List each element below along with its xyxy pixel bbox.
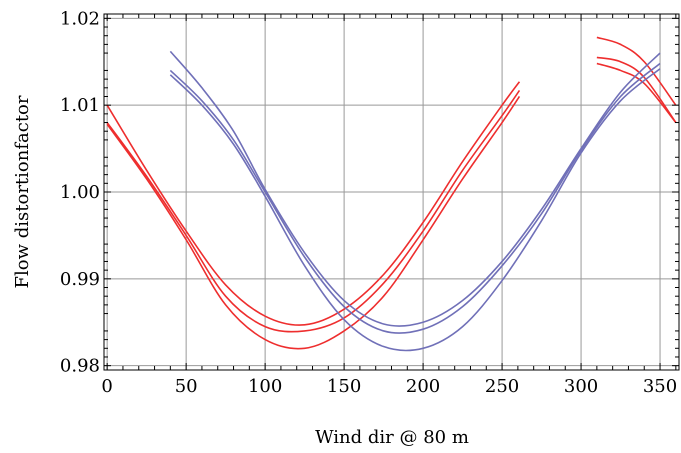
y-tick-label-1: 0.99 (60, 269, 100, 290)
y-axis-label: Flow distortionfactor (12, 95, 33, 288)
x-tick-label-2: 100 (248, 376, 282, 397)
series-red-2-segment-1 (596, 62, 677, 124)
series-layer (106, 36, 677, 352)
series-blue-5-segment-0 (169, 68, 661, 352)
x-tick-label-5: 250 (485, 376, 519, 397)
frame-layer (103, 13, 680, 371)
y-tick-label-2: 1.00 (60, 182, 100, 203)
x-axis-label: Wind dir @ 80 m (315, 427, 469, 448)
series-red-1-segment-0 (106, 89, 521, 333)
series-red-0-segment-0 (106, 81, 521, 326)
y-tick-label-4: 1.02 (60, 8, 100, 29)
series-red-1-segment-1 (596, 56, 677, 123)
tick-label-layer: 0 50 100 150 200 250 300 350 0.98 0.99 1.00 1.01 1.0… (60, 8, 677, 397)
series-red-0-segment-1 (596, 36, 677, 106)
x-tick-label-7: 350 (643, 376, 677, 397)
series-red-2-segment-0 (106, 96, 521, 350)
x-tick-label-3: 150 (327, 376, 361, 397)
series-blue-4-segment-0 (169, 62, 661, 334)
series-blue-3-segment-0 (169, 50, 661, 327)
x-tick-label-4: 200 (406, 376, 440, 397)
y-tick-label-0: 0.98 (60, 356, 100, 377)
x-tick-label-0: 0 (101, 376, 112, 397)
y-tick-label-3: 1.01 (60, 95, 100, 116)
x-tick-label-1: 50 (175, 376, 198, 397)
x-tick-label-6: 300 (564, 376, 598, 397)
grid-layer (104, 14, 679, 370)
